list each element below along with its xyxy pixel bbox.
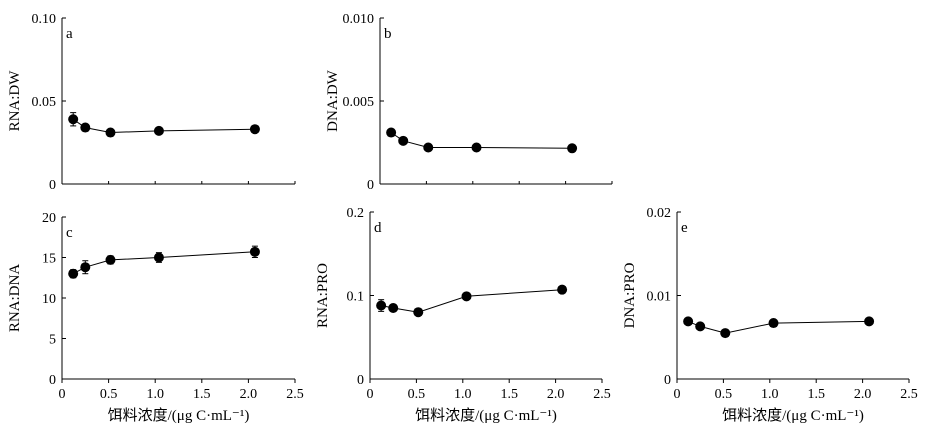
y-axis-title: RNA:DW [7, 70, 23, 132]
series-line [390, 132, 573, 149]
y-tick-label: 5 [49, 333, 56, 348]
data-point [720, 328, 731, 339]
data-point [105, 254, 116, 265]
y-tick-label: 0.1 [347, 290, 365, 305]
y-tick-label: 0 [357, 373, 364, 388]
y-tick-label: 0.005 [343, 95, 375, 110]
data-point [80, 122, 91, 133]
data-point [683, 316, 694, 327]
y-tick-label: 0.05 [32, 95, 57, 110]
y-tick-label: 0.2 [347, 206, 365, 221]
x-tick-label: 2.5 [900, 387, 918, 402]
y-tick-label: 0 [664, 373, 671, 388]
y-tick-label: 0.02 [647, 206, 672, 221]
y-tick-label: 0 [367, 178, 374, 193]
y-tick-label: 0.010 [343, 12, 375, 27]
data-point [153, 252, 164, 263]
panel-a: 0 0.05 0.10 a RNA:DW [7, 12, 296, 193]
data-point [386, 127, 397, 138]
data-point [68, 114, 79, 125]
data-point [80, 262, 91, 273]
data-point [423, 142, 434, 153]
data-point [249, 124, 260, 135]
data-point [376, 300, 387, 311]
x-tick-label: 1.0 [146, 387, 164, 402]
x-tick-label: 1.5 [193, 387, 211, 402]
y-tick-label: 20 [42, 211, 56, 226]
panel-label: d [374, 220, 382, 236]
x-tick-label: 2.0 [547, 387, 565, 402]
data-point [388, 303, 399, 314]
y-axis-title: RNA:PRO [315, 263, 331, 328]
series-line [72, 118, 255, 134]
y-tick-label: 0.10 [32, 12, 57, 27]
x-tick-label: 0.5 [715, 387, 733, 402]
data-point [461, 291, 472, 302]
panel-e: 0 0.01 0.02 0 0.5 1.0 1.5 2.0 2.5 e DNA:PRO 饵料浓度/(μ… [622, 206, 918, 424]
x-tick-label: 0 [59, 387, 66, 402]
x-tick-label: 2.5 [286, 387, 304, 402]
y-tick-label: 0 [49, 178, 56, 193]
y-tick-label: 10 [42, 292, 56, 307]
data-point [249, 246, 260, 257]
panel-label: a [66, 26, 73, 42]
data-point [105, 127, 116, 138]
data-point [557, 284, 568, 295]
panel-c: 0 5 10 15 20 0 0.5 1.0 1.5 2.0 2.5 c RNA:DNA 饵料浓度/(μg… [7, 211, 304, 424]
y-tick-label: 15 [42, 252, 56, 267]
panel-b: 0 0.005 0.010 b DNA:DW [325, 12, 613, 193]
data-point [695, 321, 706, 332]
data-point [768, 318, 779, 329]
series-line [687, 320, 870, 334]
series-line [72, 251, 255, 275]
x-tick-label: 1.5 [807, 387, 825, 402]
y-axis-title: DNA:DW [325, 69, 341, 131]
data-point [398, 135, 409, 146]
x-axis-title: 饵料浓度/(μg C·mL⁻¹) [722, 407, 864, 424]
x-tick-label: 0 [367, 387, 374, 402]
y-axis-title: DNA:PRO [622, 262, 638, 328]
data-point [153, 125, 164, 136]
x-tick-label: 0 [674, 387, 681, 402]
x-tick-label: 0.5 [408, 387, 426, 402]
panel-label: e [681, 220, 688, 236]
x-tick-label: 1.5 [500, 387, 518, 402]
panel-label: b [384, 26, 392, 42]
data-point [413, 307, 424, 318]
x-axis-title: 饵料浓度/(μg C·mL⁻¹) [415, 407, 557, 424]
panel-d: 0 0.1 0.2 0 0.5 1.0 1.5 2.0 2.5 d RNA:PRO 饵料浓度/(μg … [315, 206, 611, 424]
data-point [471, 142, 482, 153]
data-point [68, 268, 79, 279]
data-point [567, 143, 578, 154]
y-axis-title: RNA:DNA [7, 264, 23, 333]
x-tick-label: 0.5 [100, 387, 118, 402]
x-tick-label: 2.0 [854, 387, 872, 402]
x-tick-label: 2.0 [240, 387, 258, 402]
y-tick-label: 0.01 [647, 290, 672, 305]
panel-label: c [66, 225, 73, 241]
y-tick-label: 0 [49, 373, 56, 388]
x-tick-label: 1.0 [454, 387, 472, 402]
series-line [380, 289, 563, 313]
x-axis-title: 饵料浓度/(μg C·mL⁻¹) [108, 407, 250, 424]
x-tick-label: 2.5 [593, 387, 611, 402]
data-point [864, 316, 875, 327]
x-tick-label: 1.0 [761, 387, 779, 402]
